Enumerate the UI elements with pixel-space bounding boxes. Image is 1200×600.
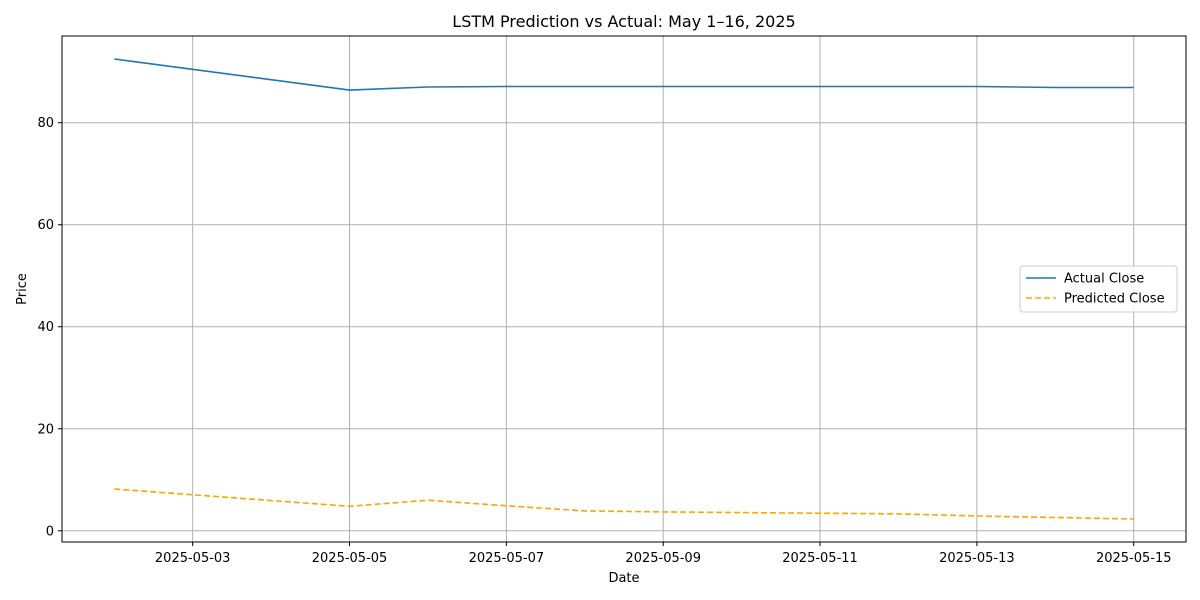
x-tick-label: 2025-05-05 bbox=[312, 551, 388, 566]
axis-ticks: 2025-05-03 2025-05-05 2025-05-07 2025-05-09… bbox=[37, 116, 1171, 566]
y-tick-label: 60 bbox=[37, 218, 54, 233]
x-tick-label: 2025-05-07 bbox=[469, 551, 545, 566]
series-line-predicted-close bbox=[114, 488, 1134, 520]
series-lines bbox=[114, 58, 1134, 520]
grid bbox=[62, 36, 1186, 542]
x-tick-label: 2025-05-13 bbox=[939, 551, 1015, 566]
legend-label: Predicted Close bbox=[1064, 292, 1165, 307]
y-axis-label: Price bbox=[15, 273, 30, 305]
x-axis-label: Date bbox=[608, 571, 639, 586]
y-tick-label: 80 bbox=[37, 116, 54, 131]
y-tick-label: 40 bbox=[37, 320, 54, 335]
x-tick-label: 2025-05-11 bbox=[782, 551, 858, 566]
legend-box bbox=[1019, 265, 1178, 313]
y-tick-label: 20 bbox=[37, 422, 54, 437]
series-line-actual-close bbox=[114, 58, 1134, 91]
y-tick-label: 0 bbox=[46, 524, 54, 539]
legend: Actual Close Predicted Close bbox=[1019, 265, 1178, 313]
x-tick-label: 2025-05-09 bbox=[625, 551, 701, 566]
legend-label: Actual Close bbox=[1064, 272, 1144, 287]
chart-title: LSTM Prediction vs Actual: May 1–16, 202… bbox=[452, 12, 795, 31]
plot-area-frame bbox=[61, 35, 1187, 543]
x-tick-label: 2025-05-15 bbox=[1096, 551, 1172, 566]
x-tick-label: 2025-05-03 bbox=[155, 551, 231, 566]
